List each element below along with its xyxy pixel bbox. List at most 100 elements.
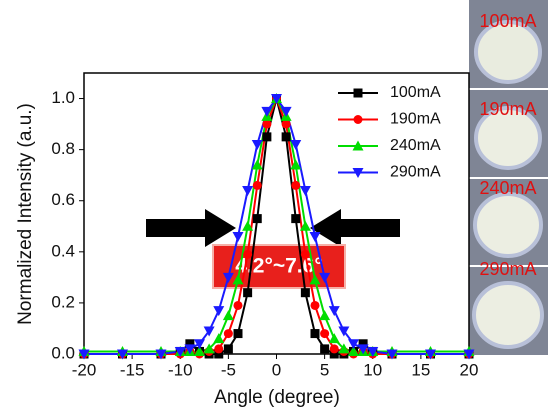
legend-label: 240mA: [390, 137, 441, 154]
data-point: [328, 333, 340, 344]
x-axis-label: Angle (degree): [214, 387, 340, 408]
data-point: [328, 306, 340, 317]
data-point: [329, 344, 339, 354]
data-point: [251, 140, 263, 151]
data-point: [271, 94, 282, 105]
data-point: [291, 180, 301, 190]
data-point: [310, 300, 320, 310]
x-tick-label: 20: [460, 360, 479, 379]
data-point: [174, 346, 186, 357]
y-tick-label: 0.6: [51, 190, 75, 209]
data-point: [243, 288, 253, 298]
data-point: [291, 214, 301, 224]
data-point: [299, 220, 311, 231]
data-point: [243, 249, 253, 259]
data-point: [338, 326, 350, 337]
data-point: [184, 344, 196, 355]
data-point: [117, 349, 128, 360]
data-point: [463, 349, 475, 360]
data-point: [281, 132, 291, 142]
data-point: [329, 349, 339, 359]
legend-label: 190mA: [390, 111, 441, 128]
y-tick-label: 0.8: [51, 139, 75, 158]
data-point: [299, 186, 311, 197]
x-tick-label: 15: [411, 360, 430, 379]
data-point: [309, 231, 321, 242]
x-tick-label: -20: [72, 360, 97, 379]
data-point: [233, 329, 243, 339]
photo-label: 190mA: [479, 99, 536, 119]
data-point: [280, 106, 292, 117]
data-point: [203, 343, 215, 354]
data-point: [320, 329, 330, 339]
data-point: [262, 119, 272, 129]
x-tick-label: 0: [272, 360, 281, 379]
data-point: [222, 310, 234, 321]
data-point: [319, 310, 331, 321]
spot: [474, 20, 542, 84]
x-tick-label: -15: [120, 360, 145, 379]
photos: [469, 0, 548, 355]
data-point: [338, 343, 350, 354]
data-point: [194, 345, 205, 356]
legend-label: 100mA: [390, 84, 441, 101]
photo-label: 100mA: [479, 11, 536, 31]
y-tick-label: 0.0: [51, 343, 75, 362]
y-tick-label: 0.2: [51, 292, 75, 311]
data-point: [232, 231, 244, 242]
legend-marker: [353, 115, 363, 124]
data-point: [185, 339, 195, 349]
data-point: [367, 346, 379, 357]
legend-label: 290mA: [390, 164, 441, 181]
data-point: [310, 329, 320, 339]
data-point: [213, 306, 225, 317]
data-point: [309, 274, 321, 285]
data-point: [252, 214, 262, 224]
data-point: [242, 186, 254, 197]
data-point: [386, 349, 398, 360]
data-point: [203, 326, 215, 337]
x-tick-label: 10: [363, 360, 382, 379]
data-point: [223, 329, 233, 339]
data-point: [281, 119, 291, 129]
data-point: [320, 344, 330, 354]
data-point: [348, 345, 359, 356]
spot: [474, 106, 542, 170]
data-point: [214, 349, 224, 359]
data-point: [214, 344, 224, 354]
data-point: [290, 140, 302, 151]
data-point: [78, 349, 90, 360]
data-point: [232, 274, 244, 285]
data-point: [262, 132, 272, 142]
data-point: [242, 220, 254, 231]
x-tick-label: -10: [168, 360, 193, 379]
photo-label: 240mA: [479, 178, 536, 198]
data-point: [251, 159, 263, 170]
data-point: [425, 349, 436, 360]
data-point: [194, 339, 205, 350]
data-point: [290, 159, 302, 170]
legend-marker: [352, 168, 364, 178]
data-point: [300, 249, 310, 259]
data-point: [261, 106, 273, 117]
arrow: [310, 209, 400, 247]
arrow: [146, 209, 236, 247]
legend-marker: [353, 88, 363, 98]
data-point: [233, 300, 243, 310]
data-point: [155, 349, 167, 360]
data-point: [300, 288, 310, 298]
data-point: [319, 272, 331, 283]
data-point: [213, 333, 225, 344]
spot: [473, 192, 543, 258]
spot: [472, 281, 544, 349]
y-axis-label: Normalized Intensity (a.u.): [15, 103, 36, 325]
data-point: [252, 180, 262, 190]
data-point: [358, 339, 368, 349]
photo-label: 290mA: [479, 259, 536, 279]
data-point: [223, 344, 233, 354]
data-point: [357, 344, 369, 355]
data-point: [222, 272, 234, 283]
x-tick-label: 5: [320, 360, 329, 379]
